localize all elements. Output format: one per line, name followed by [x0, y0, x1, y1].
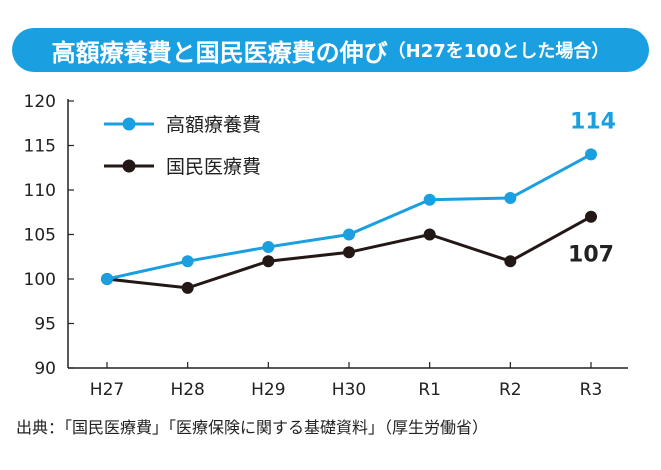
data-point — [585, 210, 597, 223]
y-tick-label: 90 — [34, 359, 56, 379]
source-note: 出典：「国民医療費」「医療保険に関する基礎資料」（厚生労働省） — [16, 418, 489, 437]
data-point — [343, 228, 355, 241]
legend-marker — [122, 159, 136, 173]
data-point — [181, 255, 194, 268]
y-tick-label: 100 — [24, 270, 56, 290]
data-point — [504, 192, 517, 205]
y-tick-label: 115 — [24, 137, 56, 157]
data-point — [585, 148, 597, 161]
x-tick-label: H29 — [251, 380, 285, 400]
data-point — [423, 193, 436, 206]
data-point — [343, 246, 355, 259]
x-tick-label: H30 — [332, 380, 366, 400]
end-label-0: 114 — [570, 109, 616, 134]
data-point — [181, 281, 194, 294]
x-tick-label: R2 — [499, 380, 522, 400]
data-point — [101, 273, 113, 285]
legend-label: 高額療養費 — [166, 114, 261, 136]
x-tick-label: H28 — [170, 380, 204, 400]
data-point — [504, 255, 517, 268]
data-point — [262, 255, 275, 268]
chart-subtitle: （H27を100とした場合） — [387, 41, 610, 62]
y-tick-label: 95 — [34, 315, 56, 335]
y-tick-label: 120 — [24, 92, 56, 112]
chart-title: 高額療養費と国民医療費の伸び — [51, 38, 388, 67]
x-tick-label: R1 — [418, 380, 441, 400]
data-point — [423, 228, 436, 241]
legend-marker — [122, 117, 136, 131]
legend-label: 国民医療費 — [166, 156, 261, 178]
x-tick-label: R3 — [580, 380, 603, 400]
data-point — [262, 240, 275, 253]
y-tick-label: 110 — [24, 181, 56, 201]
x-tick-label: H27 — [90, 380, 124, 400]
y-tick-label: 105 — [24, 226, 56, 246]
end-label-1: 107 — [568, 243, 614, 268]
chart-title-banner: 高額療養費と国民医療費の伸び （H27を100とした場合） — [12, 28, 649, 72]
